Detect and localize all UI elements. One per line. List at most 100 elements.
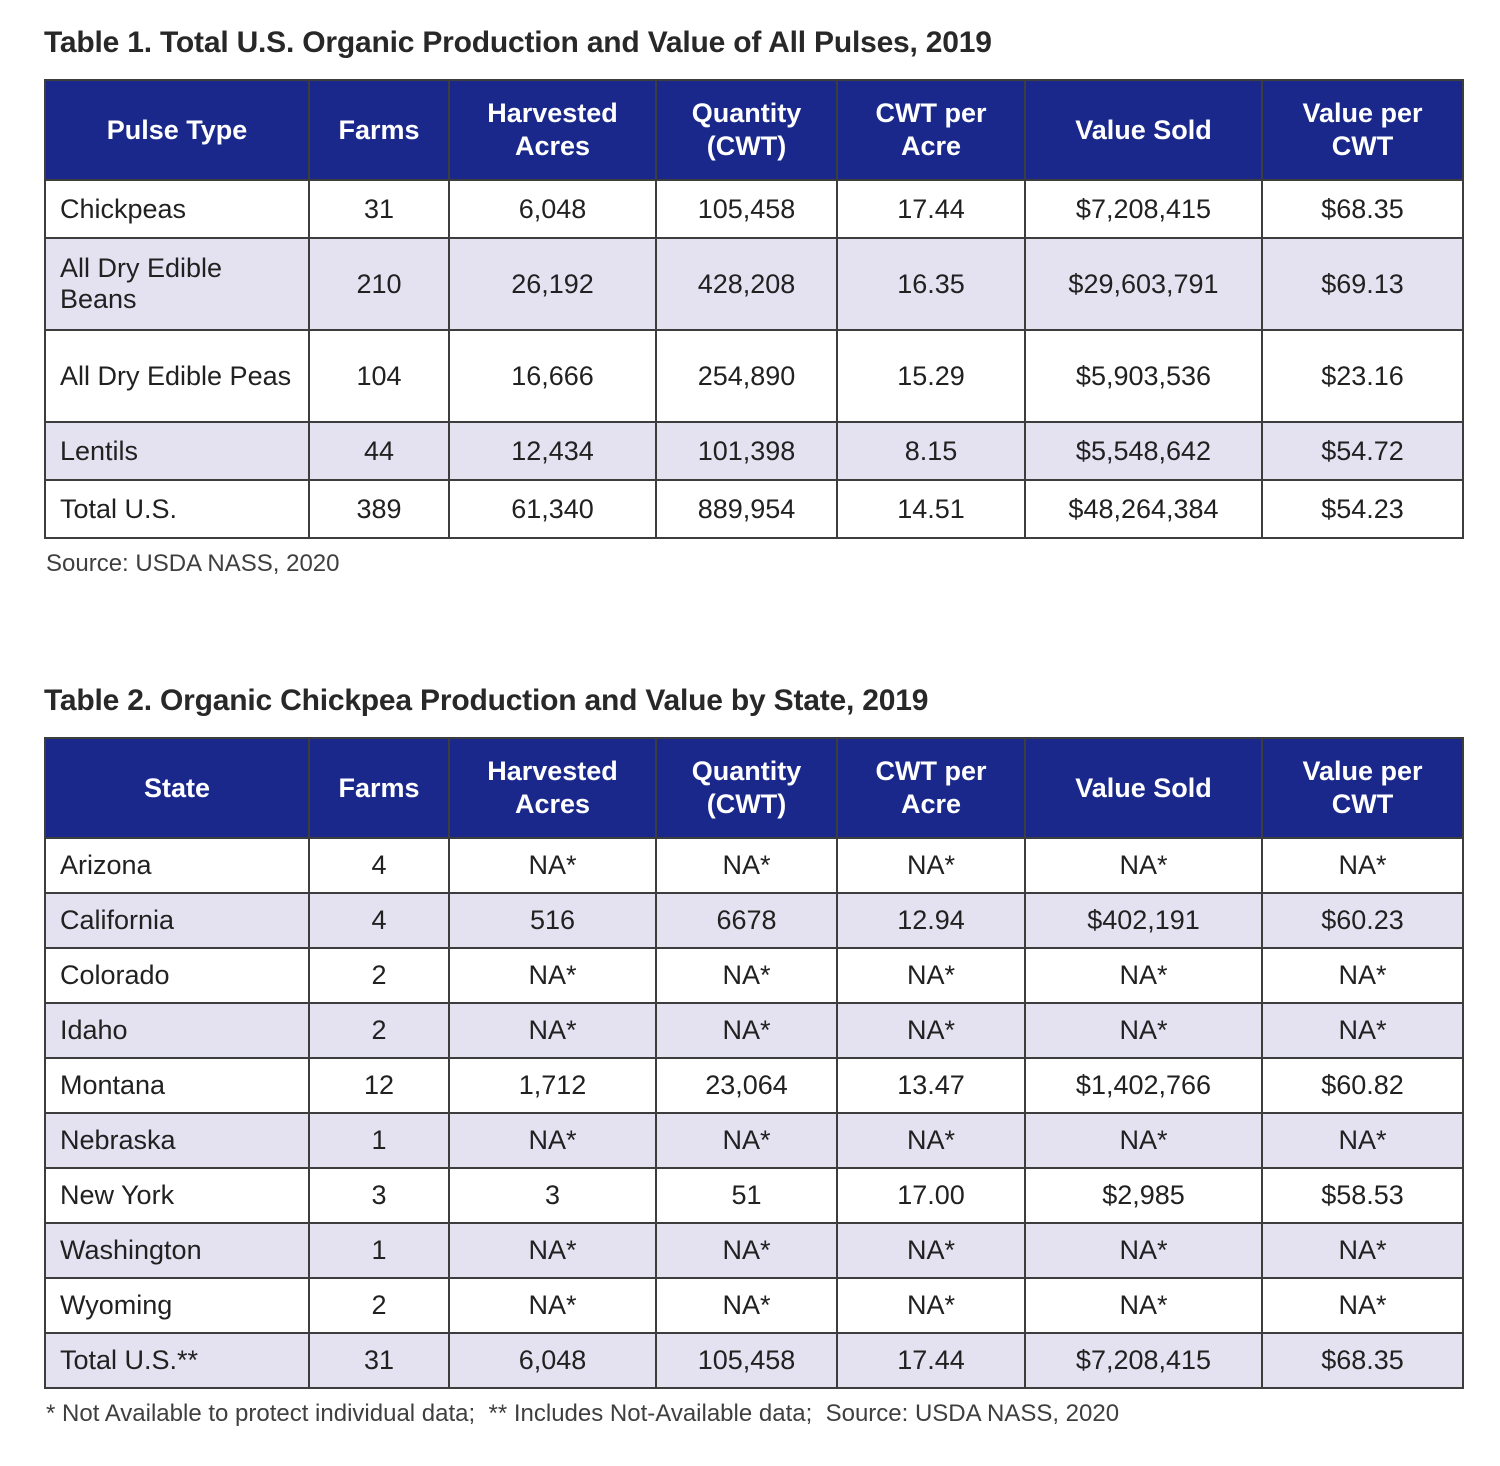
table-cell: $54.72 xyxy=(1261,421,1464,481)
table-cell: 16.35 xyxy=(836,237,1026,331)
table-cell: NA* xyxy=(1261,947,1464,1004)
table-cell: 6,048 xyxy=(448,1332,657,1389)
table-cell: NA* xyxy=(655,1112,838,1169)
table1-source-note: Source: USDA NASS, 2020 xyxy=(46,550,340,577)
table-cell: $402,191 xyxy=(1024,892,1263,949)
row-label-cell: Montana xyxy=(44,1057,310,1114)
table-cell: 889,954 xyxy=(655,479,838,539)
table-cell: $60.23 xyxy=(1261,892,1464,949)
table-cell: NA* xyxy=(836,1002,1026,1059)
table-cell: NA* xyxy=(448,1112,657,1169)
table-row: Wyoming 2 NA* NA* NA* NA* NA* xyxy=(44,1277,1464,1334)
table-cell: 210 xyxy=(308,237,450,331)
table-row: Chickpeas 31 6,048 105,458 17.44 $7,208,415 $6… xyxy=(44,179,1464,239)
table1-title: Table 1. Total U.S. Organic Production a… xyxy=(44,26,992,59)
table-cell: NA* xyxy=(655,1277,838,1334)
column-header: Quantity (CWT) xyxy=(655,79,838,181)
table-cell: 31 xyxy=(308,1332,450,1389)
table-row: Idaho 2 NA* NA* NA* NA* NA* xyxy=(44,1002,1464,1059)
table-cell: $48,264,384 xyxy=(1024,479,1263,539)
table-cell: 14.51 xyxy=(836,479,1026,539)
table-cell: 101,398 xyxy=(655,421,838,481)
table-cell: $2,985 xyxy=(1024,1167,1263,1224)
table-cell: 2 xyxy=(308,1277,450,1334)
table-cell: 1 xyxy=(308,1112,450,1169)
table-row: Total U.S.** 31 6,048 105,458 17.44 $7,208,41… xyxy=(44,1332,1464,1389)
table-row: Total U.S. 389 61,340 889,954 14.51 $48,264,3… xyxy=(44,479,1464,539)
table-cell: $60.82 xyxy=(1261,1057,1464,1114)
table-cell: $69.13 xyxy=(1261,237,1464,331)
table-row: Montana 12 1,712 23,064 13.47 $1,402,766 $60.8… xyxy=(44,1057,1464,1114)
header-row: State Farms Harvested Acres Quantity (CWT) C… xyxy=(44,737,1464,839)
row-label-cell: Colorado xyxy=(44,947,310,1004)
table-row: Washington 1 NA* NA* NA* NA* NA* xyxy=(44,1222,1464,1279)
table-cell: 3 xyxy=(308,1167,450,1224)
row-label-cell: All Dry Edible Peas xyxy=(44,329,310,423)
table-cell: $7,208,415 xyxy=(1024,1332,1263,1389)
table-cell: NA* xyxy=(448,1002,657,1059)
row-label-cell: All Dry Edible Beans xyxy=(44,237,310,331)
table-cell: NA* xyxy=(655,837,838,894)
table-cell: NA* xyxy=(836,947,1026,1004)
table-cell: NA* xyxy=(1261,1002,1464,1059)
table-cell: 254,890 xyxy=(655,329,838,423)
table-cell: $29,603,791 xyxy=(1024,237,1263,331)
row-label-cell: Total U.S.** xyxy=(44,1332,310,1389)
table-cell: 61,340 xyxy=(448,479,657,539)
chickpea-state-table: State Farms Harvested Acres Quantity (CWT) C… xyxy=(44,737,1464,1389)
table-cell: NA* xyxy=(448,947,657,1004)
table-row: Arizona 4 NA* NA* NA* NA* NA* xyxy=(44,837,1464,894)
column-header: Value Sold xyxy=(1024,79,1263,181)
table-cell: NA* xyxy=(1024,1002,1263,1059)
row-label-cell: New York xyxy=(44,1167,310,1224)
table-cell: $23.16 xyxy=(1261,329,1464,423)
table-cell: 6,048 xyxy=(448,179,657,239)
table-cell: 17.44 xyxy=(836,1332,1026,1389)
table-row: All Dry Edible Peas 104 16,666 254,890 15.29… xyxy=(44,329,1464,423)
table-cell: NA* xyxy=(448,837,657,894)
table-cell: 389 xyxy=(308,479,450,539)
table-cell: 12,434 xyxy=(448,421,657,481)
table-cell: NA* xyxy=(1024,1222,1263,1279)
column-header: Harvested Acres xyxy=(448,737,657,839)
header-row: Pulse Type Farms Harvested Acres Quantity (… xyxy=(44,79,1464,181)
table-cell: 17.00 xyxy=(836,1167,1026,1224)
table-cell: 26,192 xyxy=(448,237,657,331)
column-header: Value per CWT xyxy=(1261,79,1464,181)
table-cell: 2 xyxy=(308,947,450,1004)
column-header: CWT per Acre xyxy=(836,737,1026,839)
table-cell: NA* xyxy=(1024,837,1263,894)
row-label-cell: California xyxy=(44,892,310,949)
table-cell: 12 xyxy=(308,1057,450,1114)
table-cell: NA* xyxy=(1261,837,1464,894)
table-cell: $54.23 xyxy=(1261,479,1464,539)
column-header: Quantity (CWT) xyxy=(655,737,838,839)
table-cell: 105,458 xyxy=(655,179,838,239)
table-cell: 31 xyxy=(308,179,450,239)
table-row: Colorado 2 NA* NA* NA* NA* NA* xyxy=(44,947,1464,1004)
pulses-table: Pulse Type Farms Harvested Acres Quantity (… xyxy=(44,79,1464,539)
table-cell: NA* xyxy=(1024,947,1263,1004)
table-row: All Dry Edible Beans 210 26,192 428,208 16.3… xyxy=(44,237,1464,331)
table-cell: NA* xyxy=(836,1112,1026,1169)
table-cell: NA* xyxy=(1024,1277,1263,1334)
column-header: Pulse Type xyxy=(44,79,310,181)
table-cell: 4 xyxy=(308,837,450,894)
row-label-cell: Chickpeas xyxy=(44,179,310,239)
column-header: Harvested Acres xyxy=(448,79,657,181)
table-cell: 3 xyxy=(448,1167,657,1224)
table2-footnote: * Not Available to protect individual da… xyxy=(46,1400,1120,1427)
table-cell: 104 xyxy=(308,329,450,423)
table-cell: $5,903,536 xyxy=(1024,329,1263,423)
table-cell: $7,208,415 xyxy=(1024,179,1263,239)
column-header: State xyxy=(44,737,310,839)
table-cell: 23,064 xyxy=(655,1057,838,1114)
table-cell: NA* xyxy=(1261,1112,1464,1169)
row-label-cell: Arizona xyxy=(44,837,310,894)
column-header: Farms xyxy=(308,737,450,839)
row-label-cell: Nebraska xyxy=(44,1112,310,1169)
table-cell: $58.53 xyxy=(1261,1167,1464,1224)
table-cell: 4 xyxy=(308,892,450,949)
table-cell: $1,402,766 xyxy=(1024,1057,1263,1114)
